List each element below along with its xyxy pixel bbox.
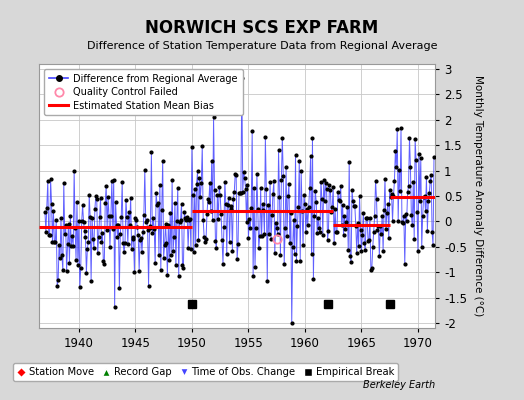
Y-axis label: Monthly Temperature Anomaly Difference (°C): Monthly Temperature Anomaly Difference (… bbox=[473, 75, 483, 317]
Text: Difference of Station Temperature Data from Regional Average: Difference of Station Temperature Data f… bbox=[87, 41, 437, 51]
Text: NORWICH SCS EXP FARM: NORWICH SCS EXP FARM bbox=[145, 19, 379, 37]
Text: Berkeley Earth: Berkeley Earth bbox=[363, 380, 435, 390]
Legend: Station Move, Record Gap, Time of Obs. Change, Empirical Break: Station Move, Record Gap, Time of Obs. C… bbox=[13, 363, 398, 381]
